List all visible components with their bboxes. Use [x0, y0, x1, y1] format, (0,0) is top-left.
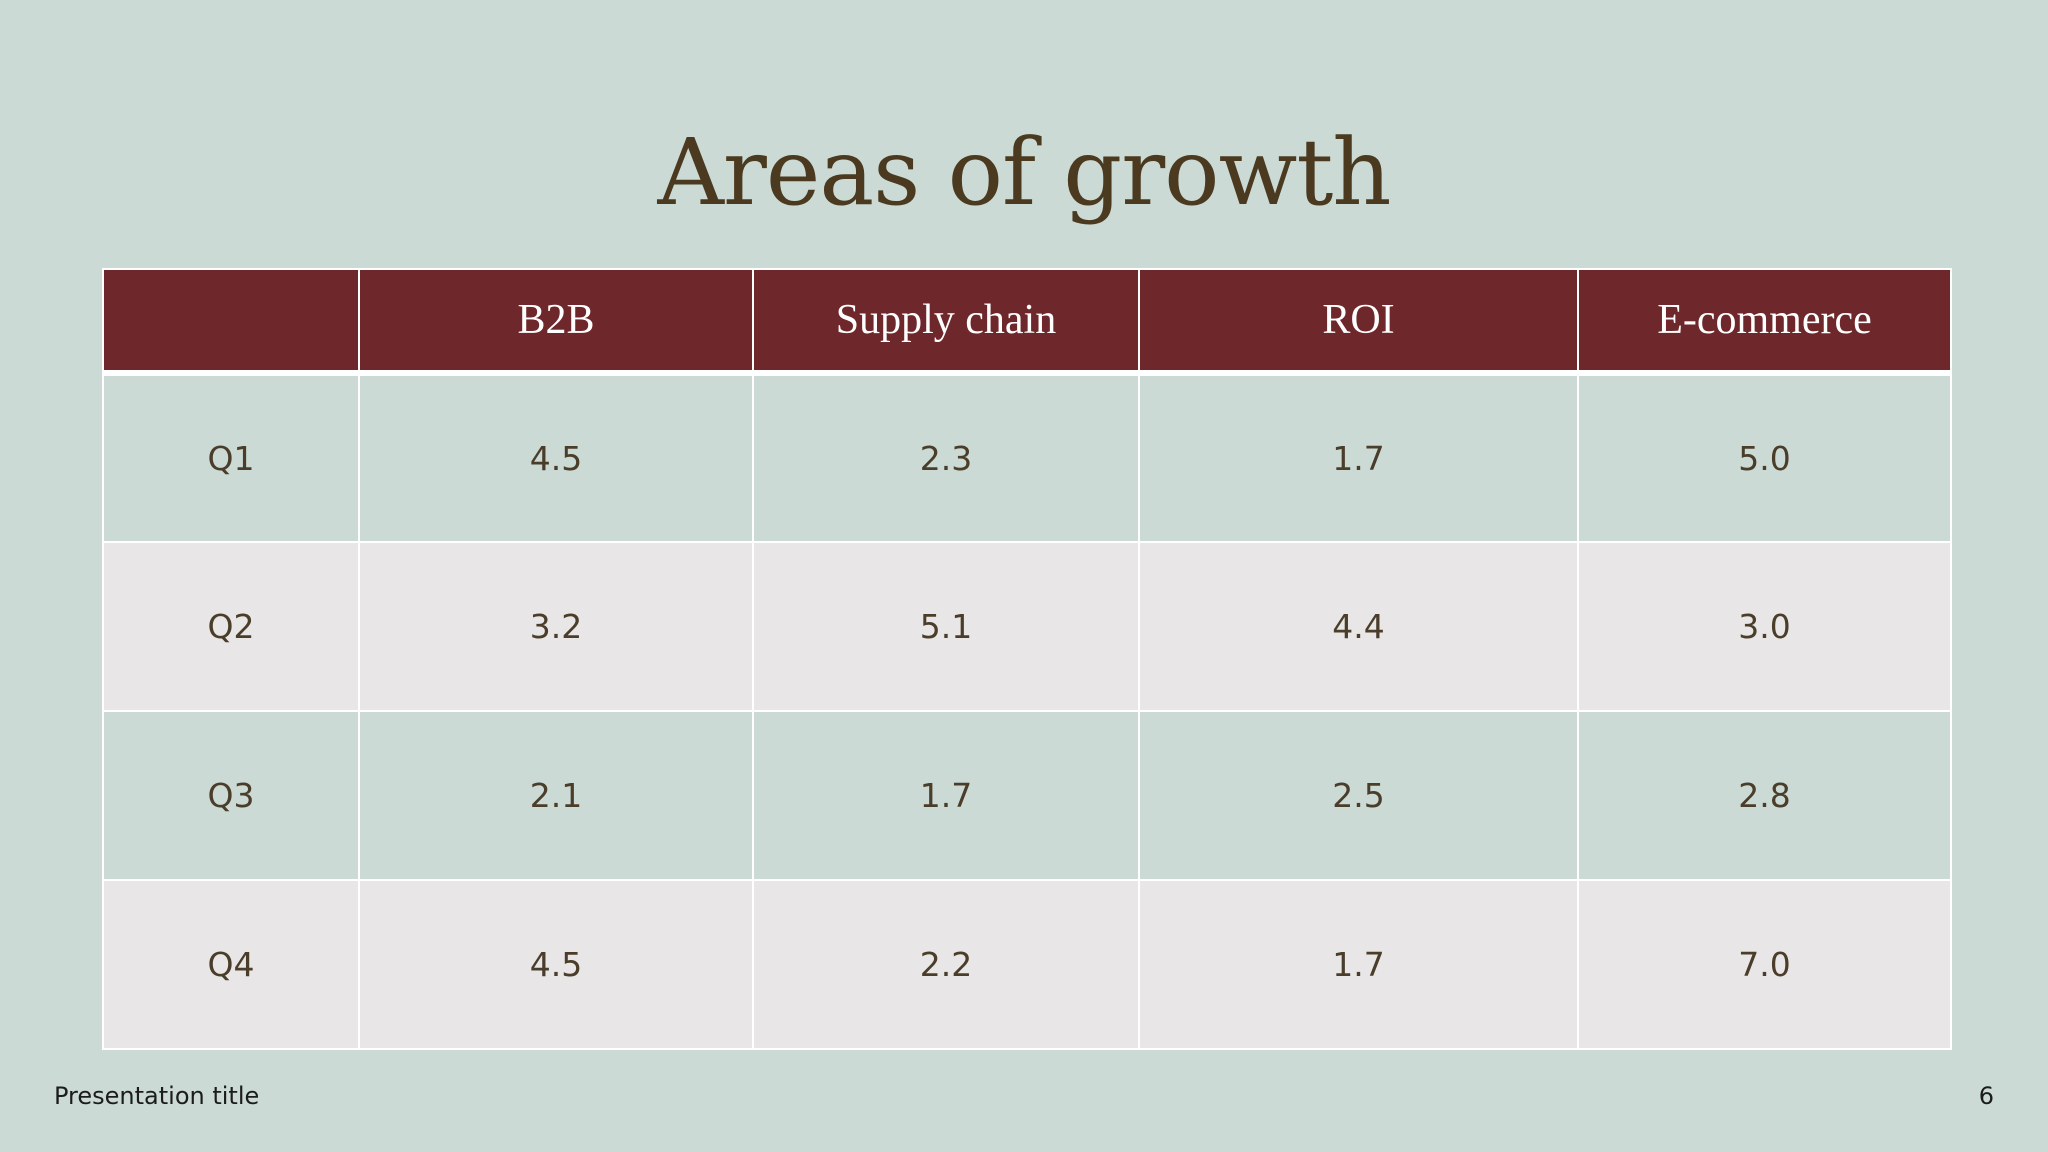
row-label: Q4	[102, 879, 360, 1050]
table-cell: 1.7	[1138, 879, 1579, 1050]
table-cell: 1.7	[752, 710, 1140, 881]
table-cell: 2.5	[1138, 710, 1579, 881]
table-cell: 5.0	[1577, 372, 1952, 543]
row-label: Q3	[102, 710, 360, 881]
table-row: Q2 3.2 5.1 4.4 3.0	[102, 541, 1952, 712]
table-row: Q4 4.5 2.2 1.7 7.0	[102, 879, 1952, 1050]
header-cell-supply-chain: Supply chain	[752, 268, 1140, 376]
table-row: Q1 4.5 2.3 1.7 5.0	[102, 372, 1952, 543]
table-cell: 7.0	[1577, 879, 1952, 1050]
growth-table: B2B Supply chain ROI E-commerce Q1 4.5 2…	[102, 268, 1952, 1050]
footer-presentation-title: Presentation title	[54, 1082, 260, 1110]
slide-number: 6	[1978, 1082, 1994, 1110]
table-cell: 4.5	[358, 879, 754, 1050]
table-cell: 2.2	[752, 879, 1140, 1050]
table-cell: 1.7	[1138, 372, 1579, 543]
header-cell-ecommerce: E-commerce	[1577, 268, 1952, 376]
table-cell: 5.1	[752, 541, 1140, 712]
row-label: Q1	[102, 372, 360, 543]
row-label: Q2	[102, 541, 360, 712]
table-header-row: B2B Supply chain ROI E-commerce	[102, 268, 1952, 376]
table-cell: 2.1	[358, 710, 754, 881]
header-cell-roi: ROI	[1138, 268, 1579, 376]
table-cell: 4.4	[1138, 541, 1579, 712]
table-cell: 3.2	[358, 541, 754, 712]
table-cell: 3.0	[1577, 541, 1952, 712]
slide-title: Areas of growth	[657, 119, 1391, 226]
table-cell: 4.5	[358, 372, 754, 543]
table-row: Q3 2.1 1.7 2.5 2.8	[102, 710, 1952, 881]
table-cell: 2.8	[1577, 710, 1952, 881]
header-cell-empty	[102, 268, 360, 376]
header-cell-b2b: B2B	[358, 268, 754, 376]
table-cell: 2.3	[752, 372, 1140, 543]
